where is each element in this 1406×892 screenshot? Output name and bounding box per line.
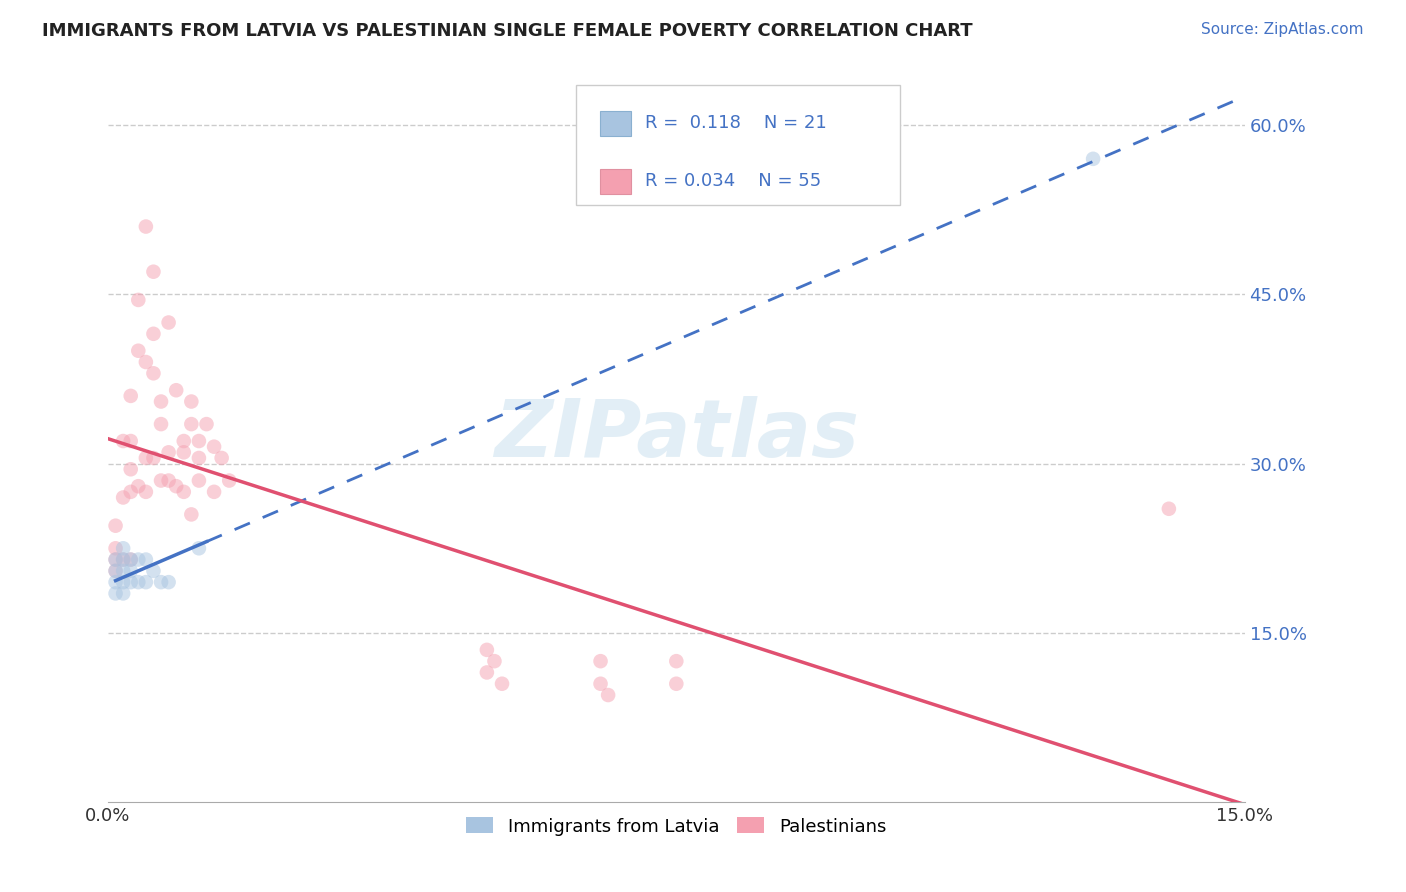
Point: [187, 434, 209, 448]
Point: [120, 575, 142, 590]
Text: Source: ZipAtlas.com: Source: ZipAtlas.com: [1201, 22, 1364, 37]
Point: [135, 552, 157, 566]
Point: [589, 654, 612, 668]
Point: [484, 654, 506, 668]
Text: ZIPatlas: ZIPatlas: [494, 396, 859, 475]
Point: [112, 552, 135, 566]
Point: [104, 552, 127, 566]
Point: [112, 575, 135, 590]
Point: [127, 552, 149, 566]
Point: [180, 508, 202, 522]
Point: [142, 367, 165, 381]
Point: [135, 484, 157, 499]
Point: [112, 552, 135, 566]
Point: [142, 326, 165, 341]
Point: [187, 541, 209, 556]
Point: [127, 343, 149, 358]
Point: [104, 518, 127, 533]
Point: [157, 474, 180, 488]
Point: [150, 575, 173, 590]
Point: [127, 479, 149, 493]
Point: [165, 479, 187, 493]
Point: [120, 389, 142, 403]
Point: [135, 575, 157, 590]
Text: IMMIGRANTS FROM LATVIA VS PALESTINIAN SINGLE FEMALE POVERTY CORRELATION CHART: IMMIGRANTS FROM LATVIA VS PALESTINIAN SI…: [42, 22, 973, 40]
Point: [195, 417, 218, 431]
Point: [157, 316, 180, 330]
Legend: Immigrants from Latvia, Palestinians: Immigrants from Latvia, Palestinians: [457, 808, 896, 845]
Point: [135, 219, 157, 234]
Point: [589, 677, 612, 691]
Point: [120, 434, 142, 448]
Point: [475, 643, 498, 657]
Point: [120, 484, 142, 499]
Point: [135, 450, 157, 465]
Point: [150, 417, 173, 431]
Point: [104, 586, 127, 600]
Point: [104, 575, 127, 590]
Point: [135, 355, 157, 369]
Point: [150, 394, 173, 409]
Point: [112, 434, 135, 448]
Point: [104, 564, 127, 578]
Point: [120, 552, 142, 566]
Point: [112, 586, 135, 600]
Point: [120, 462, 142, 476]
Point: [112, 491, 135, 505]
Point: [157, 445, 180, 459]
Point: [142, 450, 165, 465]
Point: [112, 564, 135, 578]
Point: [165, 383, 187, 397]
Point: [1081, 152, 1104, 166]
Point: [491, 677, 513, 691]
Point: [1157, 501, 1180, 516]
Point: [180, 394, 202, 409]
Point: [665, 654, 688, 668]
Point: [104, 564, 127, 578]
Point: [187, 450, 209, 465]
Point: [202, 440, 225, 454]
Point: [173, 434, 195, 448]
Text: R =  0.118    N = 21: R = 0.118 N = 21: [645, 114, 827, 132]
Point: [120, 552, 142, 566]
Point: [475, 665, 498, 680]
Point: [120, 564, 142, 578]
Point: [598, 688, 620, 702]
Point: [180, 417, 202, 431]
Point: [150, 474, 173, 488]
Point: [218, 474, 240, 488]
Point: [187, 474, 209, 488]
Point: [104, 552, 127, 566]
Point: [112, 541, 135, 556]
Point: [104, 541, 127, 556]
Point: [142, 564, 165, 578]
Point: [211, 450, 233, 465]
Point: [665, 677, 688, 691]
Point: [127, 575, 149, 590]
Point: [173, 484, 195, 499]
Point: [142, 265, 165, 279]
Point: [202, 484, 225, 499]
Point: [127, 293, 149, 307]
Text: R = 0.034    N = 55: R = 0.034 N = 55: [645, 172, 821, 190]
Point: [173, 445, 195, 459]
Point: [157, 575, 180, 590]
